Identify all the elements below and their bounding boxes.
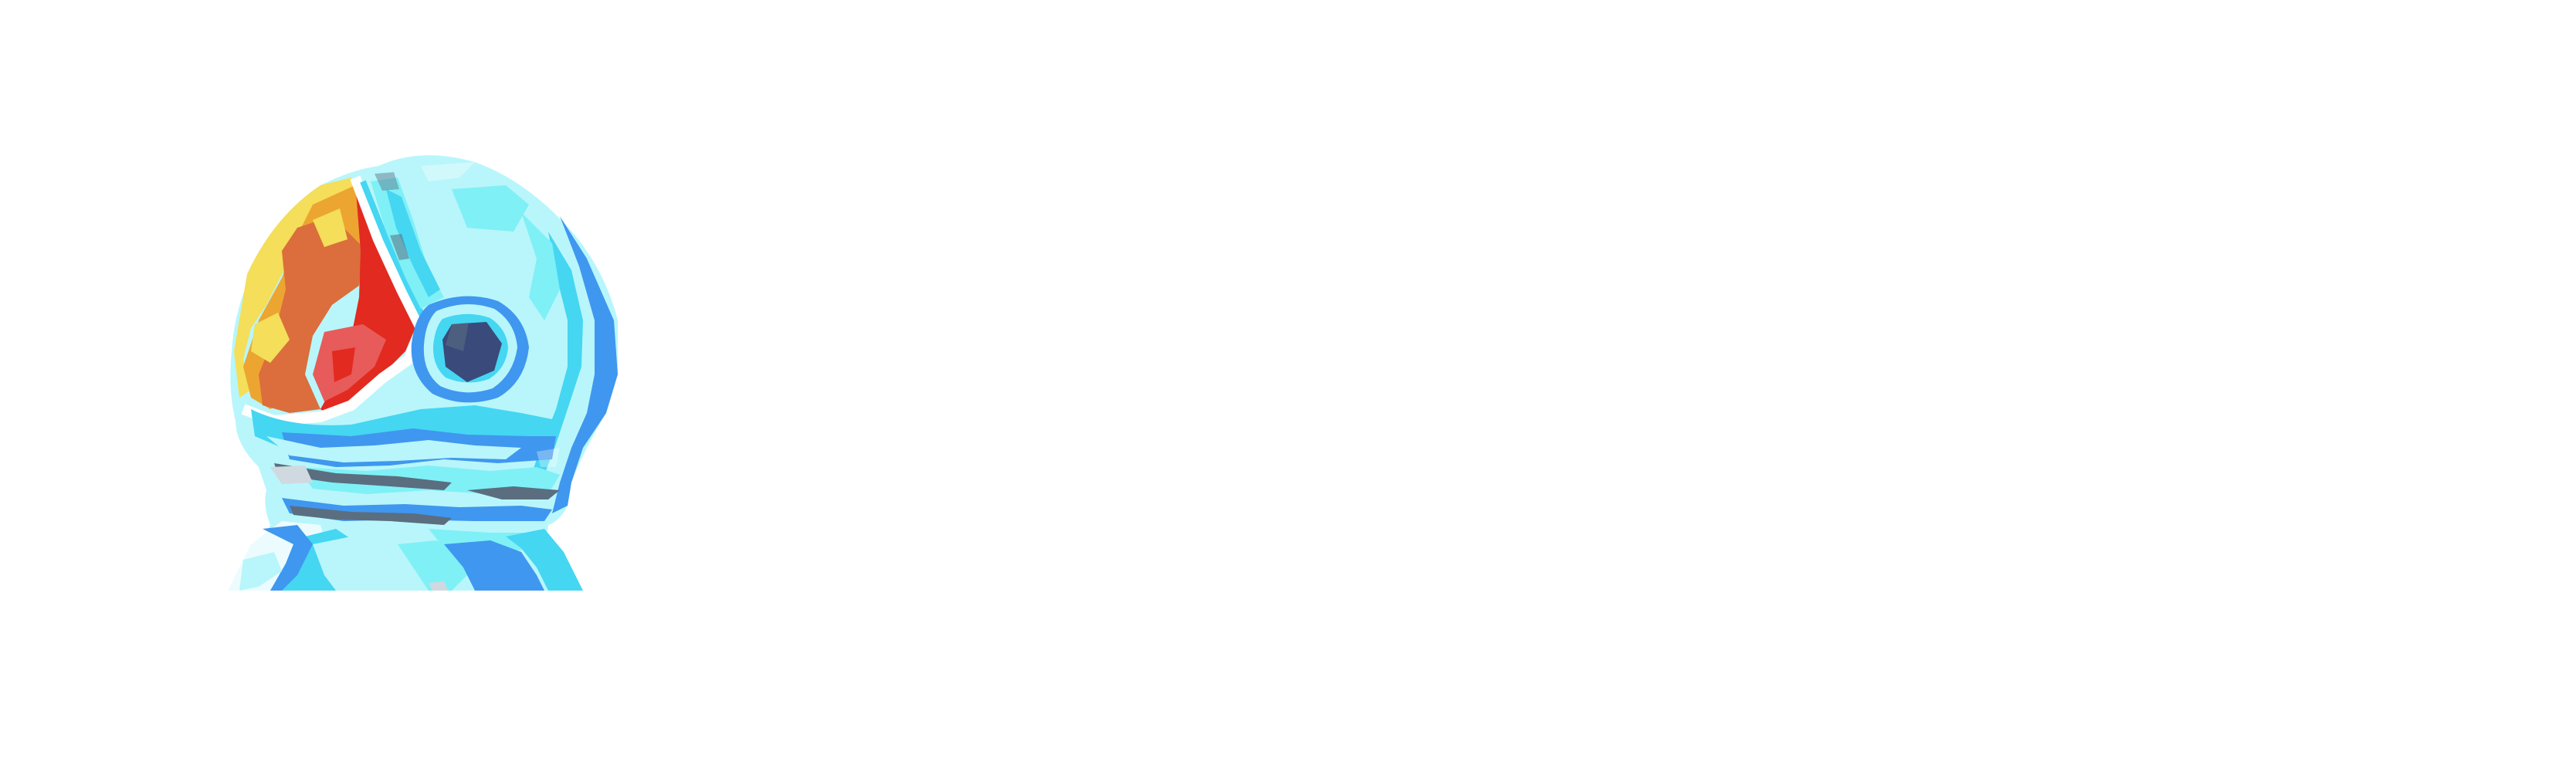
brain-dark-orange <box>259 216 363 413</box>
low-poly-head-profile-icon <box>228 155 618 591</box>
jaw-slate <box>274 463 452 490</box>
brain-red <box>320 181 417 417</box>
head-rim-blue <box>552 216 618 513</box>
head-rim-cyan <box>529 232 583 498</box>
divider-stroke <box>241 175 426 426</box>
neck-blue <box>263 525 313 591</box>
logo <box>197 143 622 591</box>
